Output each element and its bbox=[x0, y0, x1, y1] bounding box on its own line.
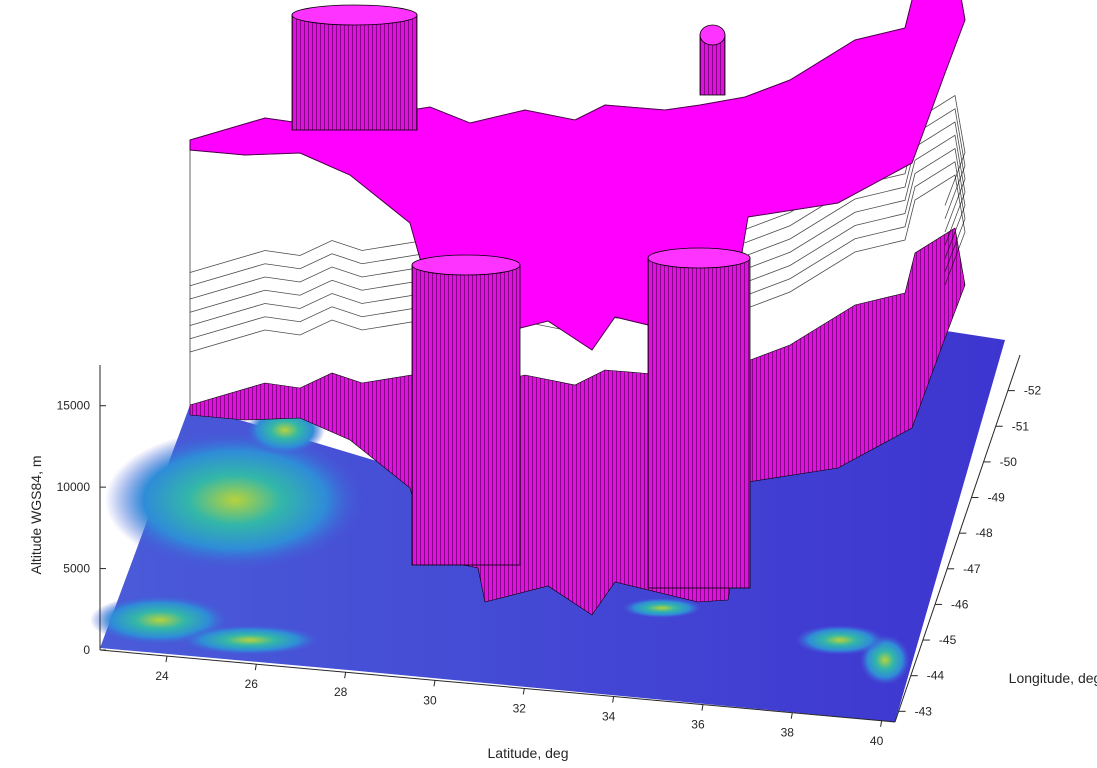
x-tick bbox=[880, 720, 883, 727]
mountain-region bbox=[105, 430, 365, 570]
thin-tower-cap bbox=[699, 24, 726, 46]
x-tick-label: 26 bbox=[245, 677, 259, 691]
x-tick-label: 24 bbox=[155, 669, 169, 683]
inner-column-right-cap bbox=[647, 247, 751, 269]
x-tick-label: 32 bbox=[513, 701, 527, 715]
z-tick-label: 0 bbox=[83, 643, 90, 657]
x-tick-label: 36 bbox=[691, 718, 705, 732]
x-tick-label: 38 bbox=[781, 726, 795, 740]
z-tick-label: 10000 bbox=[57, 480, 91, 494]
mountain-region bbox=[180, 625, 320, 655]
inner-column-right bbox=[647, 257, 751, 589]
x-tick bbox=[522, 688, 525, 695]
y-axis-label: Longitude, deg bbox=[1009, 670, 1097, 686]
x-tick bbox=[433, 680, 436, 687]
z-axis-label: Altitude WGS84, m bbox=[28, 455, 44, 574]
x-tick-label: 40 bbox=[870, 734, 884, 748]
y-tick-label: -50 bbox=[1000, 455, 1018, 469]
y-tick-label: -45 bbox=[939, 633, 957, 647]
terrain-high-altitude-regions bbox=[90, 405, 910, 685]
x-axis-label: Latitude, deg bbox=[488, 745, 569, 761]
mountain-region bbox=[622, 598, 702, 618]
y-tick-label: -43 bbox=[915, 704, 933, 718]
y-axis-line bbox=[894, 354, 1021, 723]
z-tick-label: 15000 bbox=[57, 399, 91, 413]
inner-column-left-cap bbox=[411, 254, 521, 276]
z-tick-label: 5000 bbox=[63, 562, 90, 576]
upper-tower-cap bbox=[291, 4, 418, 26]
airspace-volume bbox=[189, 0, 966, 616]
x-tick-label: 28 bbox=[334, 685, 348, 699]
x-tick bbox=[165, 655, 168, 663]
x-tick bbox=[612, 696, 615, 703]
y-tick-label: -49 bbox=[987, 491, 1005, 505]
x-axis-line bbox=[99, 649, 896, 723]
y-tick-label: -46 bbox=[951, 597, 969, 611]
tick-marks bbox=[100, 390, 1015, 727]
y-tick-label: -48 bbox=[975, 526, 993, 540]
upper-tower bbox=[291, 14, 418, 131]
y-tick-label: -52 bbox=[1024, 384, 1042, 398]
x-tick-label: 30 bbox=[423, 693, 437, 707]
inner-column-left bbox=[411, 264, 521, 566]
tick-labels: 24 26 28 30 32 34 36 38 40 -52 -51 -50 -49 -48 -47 -46 -… bbox=[57, 384, 1042, 748]
y-tick-label: -44 bbox=[927, 669, 945, 683]
mountain-region bbox=[795, 625, 885, 655]
y-tick-label: -51 bbox=[1012, 419, 1030, 433]
x-tick bbox=[344, 672, 347, 679]
x-tick bbox=[254, 664, 257, 671]
x-tick-label: 34 bbox=[602, 710, 616, 724]
y-tick-label: -47 bbox=[963, 562, 981, 576]
x-tick bbox=[701, 704, 704, 711]
axes bbox=[99, 354, 1021, 723]
x-tick bbox=[790, 712, 793, 719]
